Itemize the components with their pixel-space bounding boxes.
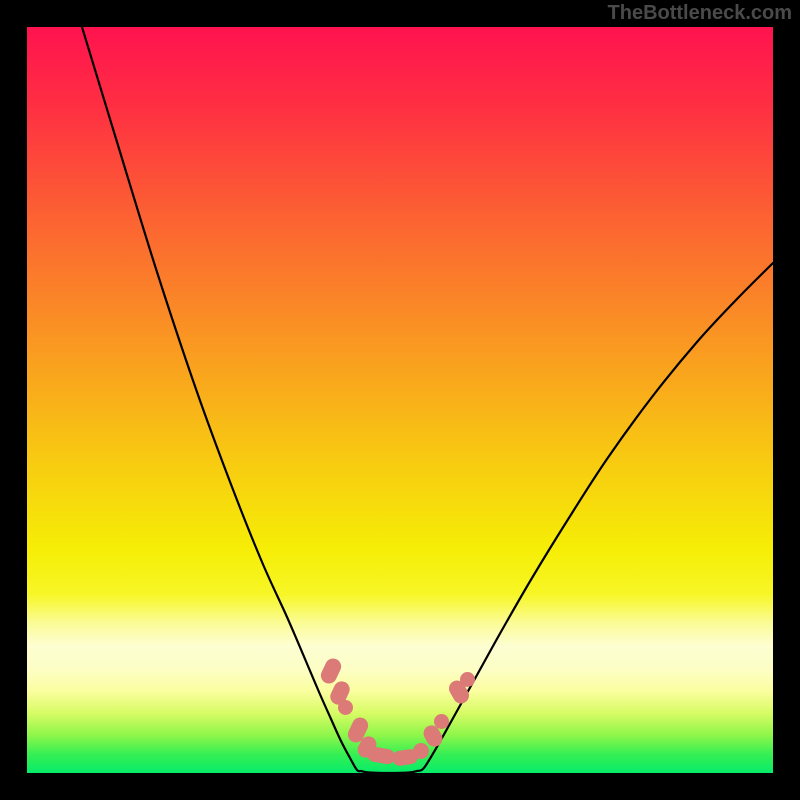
curve-marker	[434, 714, 449, 729]
watermark-text: TheBottleneck.com	[608, 2, 792, 24]
curve-marker	[413, 743, 429, 759]
curve-marker	[338, 700, 353, 715]
plot-area	[27, 27, 773, 773]
markers-layer	[27, 27, 773, 773]
watermark: TheBottleneck.com	[608, 2, 792, 25]
curve-marker	[460, 672, 475, 687]
